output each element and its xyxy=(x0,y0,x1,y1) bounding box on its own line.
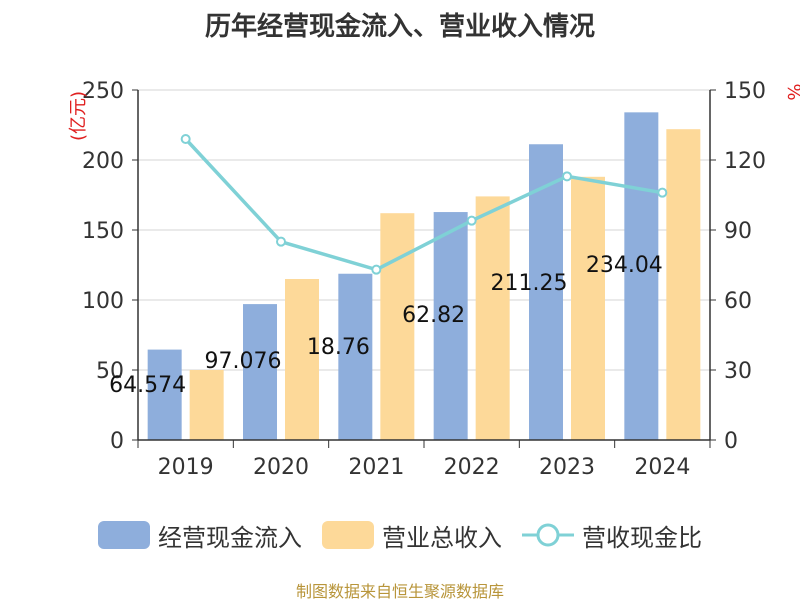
y-right-tick-label: 60 xyxy=(724,289,752,314)
legend-label-revenue: 营业总收入 xyxy=(382,523,502,552)
y-right-tick-label: 0 xyxy=(724,429,738,454)
legend-swatch-revenue xyxy=(322,521,374,549)
ratio-point xyxy=(180,134,191,144)
y-right-tick-label: 30 xyxy=(724,359,752,384)
ratio-line-path xyxy=(184,137,663,272)
y-left-tick-label: 100 xyxy=(82,289,124,314)
bar-revenue xyxy=(475,196,510,440)
bar-revenue xyxy=(380,213,415,440)
y-left-tick-label: 0 xyxy=(110,429,124,454)
legend-item-ratio[interactable]: 营收现金比 xyxy=(522,518,702,552)
legend-item-cash-inflow[interactable]: 经营现金流入 xyxy=(98,518,302,552)
y-left-tick-label: 50 xyxy=(96,359,124,384)
bar-revenue xyxy=(189,370,224,440)
x-tick-label: 2023 xyxy=(539,455,595,480)
legend-item-revenue[interactable]: 营业总收入 xyxy=(322,518,502,552)
ratio-point xyxy=(562,171,572,182)
bar-marks xyxy=(147,112,701,441)
legend-label-cash-inflow: 经营现金流入 xyxy=(158,523,302,552)
bar-cash-inflow xyxy=(338,273,373,440)
y-left-axis-title: (亿元) xyxy=(68,91,89,141)
data-labels: 64.574 97.076 18.76 62.82 211.25 234.04 xyxy=(109,253,663,398)
bar-cash-inflow xyxy=(243,304,277,440)
x-tick-label: 2020 xyxy=(253,455,309,480)
legend-swatch-ratio xyxy=(522,523,574,547)
data-label-cash-inflow: 234.04 xyxy=(586,253,663,278)
legend-swatch-cash-inflow xyxy=(98,521,150,549)
x-tick-label: 2022 xyxy=(444,455,500,480)
bar-cash-inflow xyxy=(147,349,182,440)
bar-revenue xyxy=(666,129,701,440)
bar-revenue xyxy=(285,279,319,440)
y-right-axis-title: % xyxy=(783,83,800,100)
bar-cash-inflow xyxy=(624,112,659,441)
legend: 经营现金流入 营业总收入 营收现金比 xyxy=(0,518,800,552)
bar-revenue xyxy=(571,176,605,441)
x-tick-label: 2024 xyxy=(634,455,690,480)
bar-cash-inflow xyxy=(433,212,468,440)
chart-title: 历年经营现金流入、营业收入情况 xyxy=(204,12,595,42)
data-label-cash-inflow: 18.76 xyxy=(307,335,370,360)
y-right-tick-label: 120 xyxy=(724,149,766,174)
y-right-tick-label: 90 xyxy=(724,219,752,244)
y-left-tick-label: 200 xyxy=(82,149,124,174)
x-tick-label: 2019 xyxy=(158,455,214,480)
y-left-tick-label: 150 xyxy=(82,219,124,244)
y-left-tick-label: 250 xyxy=(82,79,124,104)
ratio-point xyxy=(276,236,286,247)
ratio-line xyxy=(180,134,668,275)
grid-lines xyxy=(138,89,710,371)
ratio-point xyxy=(466,215,477,226)
bar-cash-inflow xyxy=(529,144,563,440)
legend-label-ratio: 营收现金比 xyxy=(582,523,702,552)
data-label-cash-inflow: 62.82 xyxy=(402,303,465,328)
axes: 0 50 100 150 200 250 0 30 60 90 120 150 2019 2020 2021… xyxy=(68,79,800,480)
data-label-cash-inflow: 97.076 xyxy=(205,349,282,374)
y-right-tick-label: 150 xyxy=(724,79,766,104)
ratio-point xyxy=(371,264,382,275)
ratio-point xyxy=(657,187,668,198)
x-tick-label: 2021 xyxy=(348,455,404,480)
data-source-note: 制图数据来自恒生聚源数据库 xyxy=(295,582,504,601)
data-label-cash-inflow: 64.574 xyxy=(109,373,186,398)
data-label-cash-inflow: 211.25 xyxy=(491,271,568,296)
